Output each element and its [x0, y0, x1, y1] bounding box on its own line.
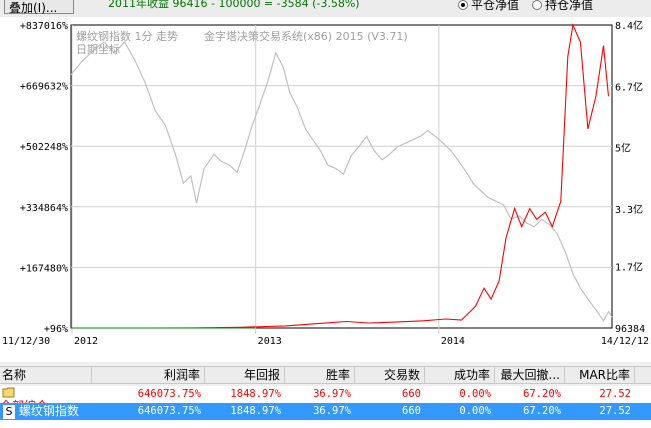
chart-header-line1: 螺纹钢指数 1分 走势	[76, 29, 178, 43]
row-drawdown: 67.20%	[523, 388, 561, 400]
table-row[interactable]: 全部综合 646073.75% 1848.97% 36.97% 660 0.00…	[0, 386, 651, 413]
row-trades: 660	[402, 388, 421, 400]
row-annual: 1848.97%	[230, 388, 281, 400]
toolbar: 叠加(I)... 2011年收益 96416 - 100000 = -3584 …	[0, 0, 651, 17]
right-tick-label: 96384	[615, 324, 645, 335]
plot-frame	[70, 24, 613, 329]
right-tick-label: 5亿	[615, 142, 631, 155]
folder-icon	[2, 387, 15, 398]
row-profit: 646073.75%	[137, 405, 201, 417]
row-profit: 646073.75%	[137, 388, 201, 400]
table-row[interactable]: S 螺纹钢指数 646073.75% 1848.97% 36.97% 660 0…	[0, 403, 651, 420]
row-mar: 27.52	[599, 405, 631, 417]
year-tick-label: 2014	[441, 336, 465, 347]
equity-chart[interactable]: +837016% +669632% +502248% +334864% +167480%…	[0, 17, 651, 362]
chart-header-line1-right: 金字塔决策交易系统(x86) 2015 (V3.71)	[204, 29, 408, 43]
radio-hold-dot[interactable]	[532, 0, 542, 10]
row-winrate: 36.97%	[313, 405, 351, 417]
col-annual[interactable]: 年回报	[205, 367, 285, 384]
year-tick-label: 2013	[258, 336, 282, 347]
left-tick-label: +502248%	[20, 142, 68, 153]
row-success: 0.00%	[459, 388, 491, 400]
year-tick-label: 2012	[74, 336, 98, 347]
left-tick-label: +669632%	[20, 82, 68, 93]
series-line-price	[70, 40, 613, 322]
yield-summary: 2011年收益 96416 - 100000 = -3584 (-3.58%)	[108, 0, 360, 10]
row-mar: 27.52	[599, 388, 631, 400]
right-tick-label: 1.7亿	[615, 261, 643, 274]
left-tick-label: +96%	[44, 324, 68, 335]
col-profit[interactable]: 利润率	[92, 367, 205, 384]
left-tick-label: +167480%	[20, 263, 68, 274]
col-mar[interactable]: MAR比率	[565, 367, 635, 384]
right-tick-label: 3.3亿	[615, 203, 643, 216]
radio-hold-label: 持仓净值	[545, 0, 594, 12]
x-start-label: 11/12/30	[2, 336, 50, 347]
radio-flat-dot[interactable]	[458, 0, 468, 10]
row-trades: 660	[402, 405, 421, 417]
chart-header-line2: 日期坐标	[76, 42, 120, 56]
equity-chart-svg: +837016% +669632% +502248% +334864% +167480%…	[2, 19, 649, 347]
symbol-icon: S	[3, 405, 15, 419]
row-winrate: 36.97%	[313, 388, 351, 400]
results-table-header: 名称 利润率 年回报 胜率 交易数 成功率 最大回撤... MAR比率	[0, 366, 651, 384]
col-success[interactable]: 成功率	[425, 367, 495, 384]
radio-flat-label: 平仓净值	[471, 0, 520, 12]
table-empty-area	[0, 420, 651, 428]
row-name-cell: S 螺纹钢指数	[0, 403, 92, 420]
row-annual: 1848.97%	[230, 405, 281, 417]
left-tick-label: +837016%	[20, 21, 68, 32]
right-tick-label: 8.4亿	[615, 19, 643, 32]
row-name: 螺纹钢指数	[18, 404, 79, 418]
row-success: 0.00%	[459, 405, 491, 417]
x-end-label: 14/12/12	[601, 336, 649, 347]
col-trades[interactable]: 交易数	[355, 367, 425, 384]
series-line-equity	[71, 23, 610, 329]
col-drawdown[interactable]: 最大回撤...	[495, 367, 565, 384]
overlay-add-button[interactable]: 叠加(I)...	[4, 0, 74, 15]
row-name-cell: 全部综合	[0, 386, 92, 413]
col-name[interactable]: 名称	[0, 367, 92, 384]
right-tick-label: 6.7亿	[615, 80, 643, 93]
row-drawdown: 67.20%	[523, 405, 561, 417]
radio-flat-equity[interactable]: 平仓净值	[458, 0, 519, 13]
col-winrate[interactable]: 胜率	[285, 367, 355, 384]
left-tick-label: +334864%	[20, 203, 68, 214]
radio-hold-equity[interactable]: 持仓净值	[532, 0, 593, 13]
